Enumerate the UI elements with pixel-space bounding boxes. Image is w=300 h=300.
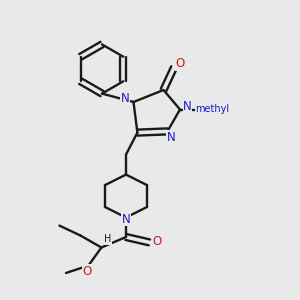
Text: O: O — [82, 265, 91, 278]
Text: O: O — [176, 57, 184, 70]
Text: methyl: methyl — [195, 104, 230, 114]
Text: N: N — [183, 100, 192, 113]
Text: H: H — [104, 234, 111, 244]
Text: O: O — [152, 235, 161, 248]
Text: N: N — [122, 213, 130, 226]
Text: N: N — [121, 92, 130, 105]
Text: N: N — [167, 131, 176, 144]
